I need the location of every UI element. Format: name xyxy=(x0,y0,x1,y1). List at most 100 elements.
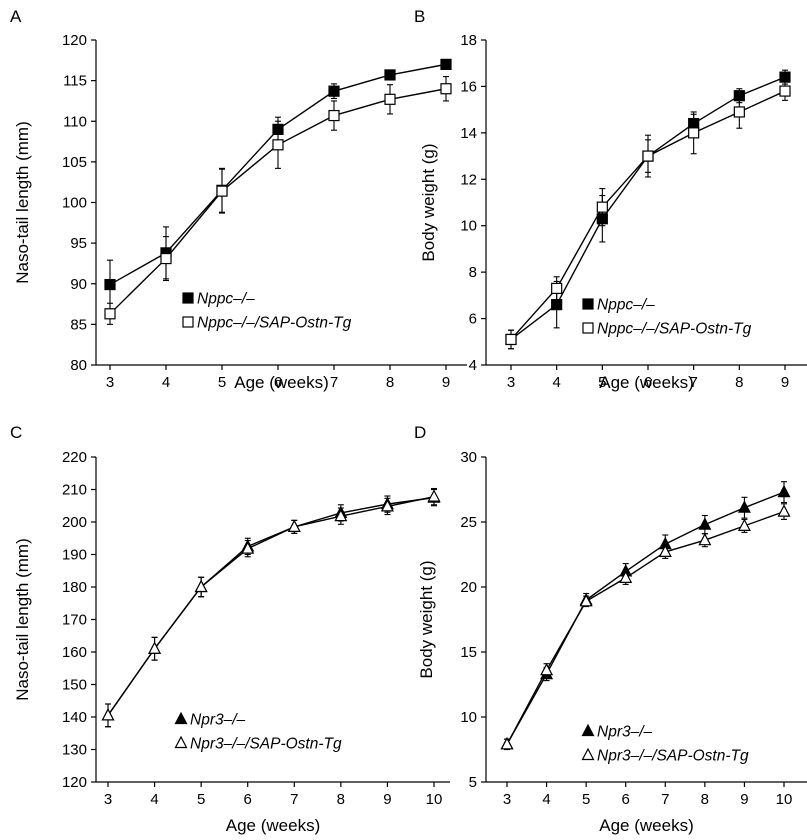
x-axis-title: Age (weeks) xyxy=(234,373,328,392)
data-point xyxy=(440,83,452,95)
data-point xyxy=(551,282,563,294)
data-point xyxy=(384,93,396,105)
x-tick-label: 5 xyxy=(218,374,226,391)
legend-marker xyxy=(174,735,188,749)
data-point xyxy=(148,641,162,654)
y-tick-label: 190 xyxy=(62,547,87,564)
y-tick-label: 210 xyxy=(62,482,87,499)
y-axis-title: Naso-tail length (mm) xyxy=(13,121,32,284)
data-point xyxy=(101,708,115,721)
x-tick-label: 5 xyxy=(197,791,205,808)
series-2 xyxy=(505,81,791,350)
x-tick-label: 9 xyxy=(442,374,450,391)
x-tick-label: 8 xyxy=(386,374,394,391)
y-tick-label: 90 xyxy=(70,276,87,293)
legend-marker xyxy=(182,292,194,304)
y-tick-label: 18 xyxy=(460,32,477,49)
series-2 xyxy=(101,487,441,728)
y-tick-label: 120 xyxy=(62,774,87,791)
legend-label: Npr3–/–/SAP-Ostn-Tg xyxy=(597,748,749,765)
y-tick-label: 15 xyxy=(460,644,477,661)
series-1 xyxy=(101,488,441,728)
data-point xyxy=(688,127,700,139)
panel-letter: D xyxy=(414,423,426,442)
data-point xyxy=(384,69,396,81)
y-tick-label: 30 xyxy=(460,449,477,466)
y-tick-label: 160 xyxy=(62,644,87,661)
series-line xyxy=(107,496,435,716)
legend-label: Nppc–/– xyxy=(597,297,655,314)
x-tick-label: 9 xyxy=(383,791,391,808)
x-tick-label: 7 xyxy=(330,374,338,391)
x-tick-label: 4 xyxy=(542,791,550,808)
x-tick-label: 3 xyxy=(503,791,511,808)
data-point xyxy=(579,594,593,607)
data-point xyxy=(241,541,255,554)
y-tick-label: 14 xyxy=(460,125,477,142)
y-axis-title: Naso-tail length (mm) xyxy=(13,538,32,701)
x-tick-label: 6 xyxy=(644,374,652,391)
x-tick-label: 3 xyxy=(104,791,112,808)
y-tick-label: 80 xyxy=(70,357,87,374)
data-point xyxy=(104,308,116,320)
y-tick-label: 95 xyxy=(70,235,87,252)
data-point xyxy=(272,139,284,151)
x-tick-label: 4 xyxy=(150,791,158,808)
data-point xyxy=(698,532,712,546)
x-axis-title: Age (weeks) xyxy=(599,816,693,835)
y-tick-label: 105 xyxy=(62,154,87,171)
y-tick-label: 115 xyxy=(63,73,87,90)
series-2 xyxy=(104,76,452,325)
y-tick-label: 20 xyxy=(460,579,477,596)
data-point xyxy=(658,544,672,558)
data-point xyxy=(540,662,554,676)
chart-panel-d: D 5 10 15 20 25 30 3 4 5 6 7 8 9 10 Age (weeks) Body wei… xyxy=(414,423,807,835)
y-axis-title: Body weight (g) xyxy=(417,560,436,678)
x-tick-label: 6 xyxy=(244,791,252,808)
y-tick-label: 100 xyxy=(62,195,87,212)
legend-label: Nppc–/– xyxy=(197,291,255,308)
chart-panel-c: C 120 130 140 150 160 170 180 190 200 210 220 3 4 5 6 7 8… xyxy=(10,423,450,835)
data-point xyxy=(698,517,712,530)
data-point xyxy=(328,85,340,97)
y-tick-label: 6 xyxy=(469,311,477,328)
y-tick-label: 110 xyxy=(63,113,87,130)
y-tick-label: 130 xyxy=(62,742,87,759)
x-tick-label: 3 xyxy=(106,374,114,391)
legend: Nppc–/– Nppc–/–/SAP-Ostn-Tg xyxy=(582,297,752,338)
y-tick-label: 220 xyxy=(62,449,87,466)
data-point xyxy=(194,579,208,593)
panel-letter: B xyxy=(414,7,425,26)
y-tick-label: 8 xyxy=(469,264,477,281)
data-point xyxy=(777,504,791,517)
x-tick-label: 7 xyxy=(689,374,697,391)
legend-label: Npr3–/– xyxy=(597,724,653,741)
legend: Npr3–/– Npr3–/–/SAP-Ostn-Tg xyxy=(174,712,342,753)
y-tick-label: 5 xyxy=(469,774,477,791)
data-point xyxy=(104,278,116,291)
legend-label: Npr3–/–/SAP-Ostn-Tg xyxy=(190,736,342,753)
series-line xyxy=(506,510,785,745)
data-point xyxy=(619,570,633,584)
x-tick-label: 8 xyxy=(337,791,345,808)
series-line xyxy=(107,495,435,716)
y-tick-label: 16 xyxy=(460,78,477,95)
y-tick-label: 200 xyxy=(62,514,87,531)
legend-marker xyxy=(582,298,594,310)
data-point xyxy=(733,106,745,118)
data-point xyxy=(505,333,517,346)
series-1 xyxy=(104,58,452,310)
data-point xyxy=(777,484,791,498)
x-tick-label: 10 xyxy=(776,791,793,808)
data-point xyxy=(737,518,751,532)
data-point xyxy=(160,252,172,265)
data-point xyxy=(216,185,228,197)
x-tick-label: 6 xyxy=(274,374,282,391)
y-tick-label: 4 xyxy=(469,357,477,374)
x-tick-label: 10 xyxy=(426,791,443,808)
y-tick-label: 10 xyxy=(460,709,477,726)
legend-marker xyxy=(582,322,594,334)
x-tick-label: 8 xyxy=(701,791,709,808)
data-point xyxy=(500,737,514,750)
